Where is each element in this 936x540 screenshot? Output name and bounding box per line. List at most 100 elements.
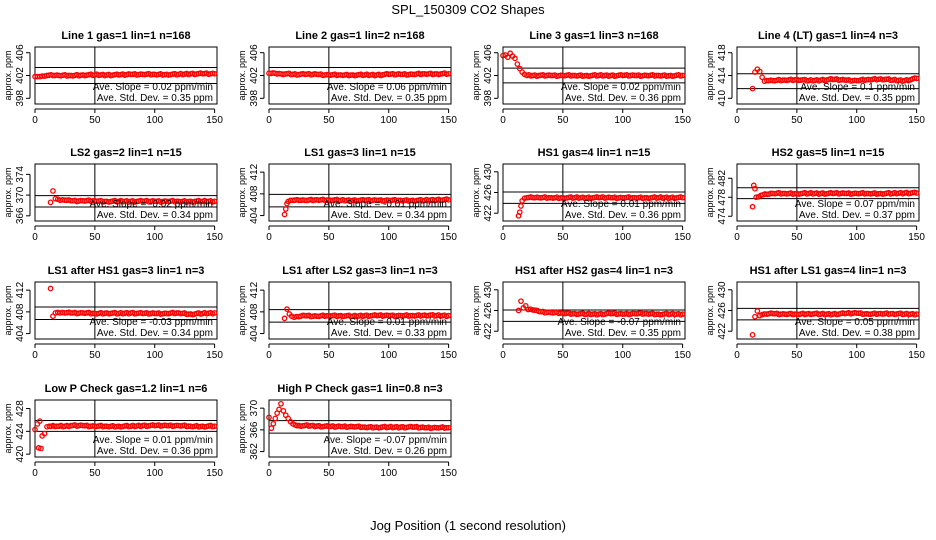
x-tick-label: 150 — [908, 115, 925, 126]
stat-annotation: Ave. Slope = 0.06 ppm/min — [327, 82, 447, 93]
panel-title: LS1 after HS1 gas=3 lin=1 n=3 — [48, 265, 205, 277]
x-tick-label: 100 — [380, 350, 397, 361]
x-tick-label: 50 — [323, 350, 335, 361]
x-tick-label: 150 — [206, 350, 223, 361]
y-tick-label: 430 — [483, 281, 494, 298]
x-tick-label: 100 — [146, 468, 163, 479]
x-tick-label: 150 — [674, 350, 691, 361]
y-tick-label: 418 — [717, 44, 728, 61]
y-tick-label: 428 — [15, 400, 26, 417]
stat-annotation: Ave. Slope = 0.1 ppm/min — [800, 82, 915, 93]
y-axis-label: approx. ppm — [237, 50, 247, 100]
x-tick-label: 0 — [500, 115, 506, 126]
x-tick-label: 100 — [614, 232, 631, 243]
data-point — [47, 199, 54, 206]
chart-panel: Low P Check gas=1.2 lin=1 n=6 0 50 100 150 42… — [3, 383, 223, 479]
x-tick-label: 150 — [674, 115, 691, 126]
plot-frame — [268, 163, 452, 222]
y-axis-label: approx. ppm — [3, 50, 13, 100]
data-point — [36, 418, 43, 424]
data-point — [209, 70, 216, 77]
y-tick-label: 412 — [249, 163, 260, 180]
chart-panel: Line 4 (LT) gas=1 lin=4 n=3 0 50 100 150 410 4… — [705, 30, 925, 126]
chart-panel: HS1 after LS1 gas=4 lin=1 n=3 0 50 100 150 42… — [705, 265, 925, 361]
panel-title: LS2 gas=2 lin=1 n=15 — [70, 147, 182, 159]
y-tick-label: 370 — [249, 399, 260, 416]
y-tick-label: 404 — [15, 325, 26, 342]
x-tick-label: 150 — [440, 115, 457, 126]
x-tick-label: 0 — [266, 232, 272, 243]
data-point — [209, 310, 216, 317]
y-tick-label: 366 — [15, 207, 26, 224]
panel-title: Line 2 gas=1 lin=2 n=168 — [295, 30, 424, 42]
x-tick-label: 150 — [908, 232, 925, 243]
chart-panel: Line 2 gas=1 lin=2 n=168 0 50 100 150 398 402 4… — [237, 30, 457, 126]
panel-title: High P Check gas=1 lin=0.8 n=3 — [277, 383, 442, 395]
y-tick-label: 406 — [15, 44, 26, 61]
chart-panel: High P Check gas=1 lin=0.8 n=3 0 50 100 150 3… — [237, 383, 457, 479]
y-tick-label: 408 — [15, 303, 26, 320]
x-tick-label: 100 — [848, 350, 865, 361]
stat-annotation: Ave. Std. Dev. = 0.36 ppm — [565, 93, 681, 104]
plot-frame — [736, 281, 920, 340]
y-tick-label: 422 — [717, 322, 728, 339]
data-point — [752, 313, 758, 320]
panel-title: HS1 gas=4 lin=1 n=15 — [538, 147, 651, 159]
x-tick-label: 150 — [440, 350, 457, 361]
stat-annotation: Ave. Std. Dev. = 0.35 ppm — [331, 93, 447, 104]
plot-frame — [502, 281, 686, 340]
x-tick-label: 50 — [791, 232, 803, 243]
y-tick-label: 430 — [717, 281, 728, 298]
data-point — [284, 306, 290, 312]
x-tick-label: 150 — [206, 468, 223, 479]
y-tick-label: 424 — [15, 423, 26, 440]
y-tick-label: 430 — [483, 163, 494, 180]
y-tick-label: 402 — [483, 67, 494, 84]
y-tick-label: 398 — [15, 90, 26, 107]
data-point — [756, 68, 763, 75]
x-tick-label: 100 — [380, 468, 397, 479]
data-point — [749, 85, 756, 92]
data-point — [752, 185, 758, 192]
data-point — [281, 315, 288, 322]
data-point — [281, 211, 288, 218]
stat-annotation: Ave. Std. Dev. = 0.37 ppm — [799, 210, 915, 221]
chart-panel: Line 3 gas=1 lin=3 n=168 0 50 100 150 398 402 4… — [471, 30, 691, 126]
y-tick-label: 404 — [249, 325, 260, 342]
y-tick-label: 406 — [483, 44, 494, 61]
x-tick-label: 0 — [734, 115, 740, 126]
x-tick-label: 50 — [323, 115, 335, 126]
stat-annotation: Ave. Std. Dev. = 0.35 ppm — [799, 93, 915, 104]
data-point — [911, 311, 918, 318]
chart-panel: HS1 after HS2 gas=4 lin=1 n=3 0 50 100 150 42… — [471, 265, 691, 361]
x-tick-label: 0 — [32, 115, 38, 126]
x-tick-label: 0 — [734, 232, 740, 243]
figure-x-axis-label: Jog Position (1 second resolution) — [370, 518, 566, 533]
x-tick-label: 150 — [440, 232, 457, 243]
x-tick-label: 0 — [734, 350, 740, 361]
x-tick-label: 150 — [440, 468, 457, 479]
stat-annotation: Ave. Std. Dev. = 0.35 ppm — [97, 93, 213, 104]
chart-panel: HS2 gas=5 lin=1 n=15 0 50 100 150 474 478 482ap… — [705, 147, 925, 243]
y-axis-label: approx. ppm — [471, 285, 481, 335]
x-tick-label: 100 — [848, 115, 865, 126]
data-point — [32, 426, 38, 433]
x-tick-label: 0 — [32, 232, 38, 243]
x-tick-label: 0 — [500, 350, 506, 361]
y-tick-label: 370 — [15, 186, 26, 203]
data-point — [677, 73, 684, 79]
data-point — [677, 194, 684, 200]
y-axis-label: approx. ppm — [237, 403, 247, 453]
data-point — [677, 311, 684, 318]
stat-annotation: Ave. Slope = 0.05 ppm/min — [795, 317, 915, 328]
y-tick-label: 474 — [717, 207, 728, 224]
stat-annotation: Ave. Std. Dev. = 0.34 ppm — [97, 328, 213, 339]
stat-annotation: Ave. Slope = -0.02 ppm/min — [90, 199, 214, 210]
y-axis-label: approx. ppm — [705, 50, 715, 100]
figure-title: SPL_150309 CO2 Shapes — [391, 2, 545, 17]
data-point — [50, 188, 56, 194]
x-tick-label: 100 — [614, 115, 631, 126]
plot-frame — [268, 281, 452, 340]
stat-annotation: Ave. Std. Dev. = 0.38 ppm — [799, 328, 915, 339]
data-point — [500, 52, 506, 59]
